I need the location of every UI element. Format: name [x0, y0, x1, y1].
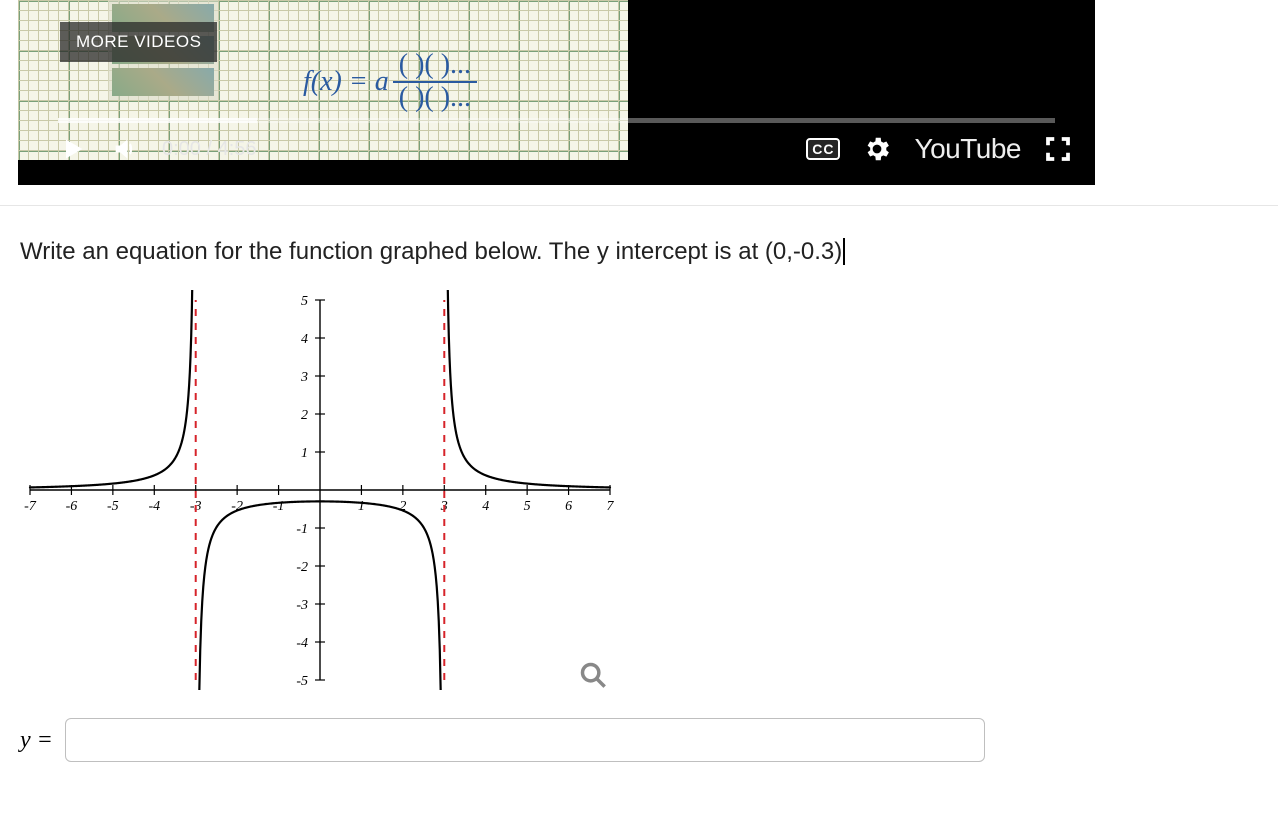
time-total: 4:56	[218, 138, 257, 160]
video-scrubber-loaded	[58, 118, 257, 123]
text-cursor	[842, 238, 845, 265]
play-button[interactable]	[58, 134, 88, 164]
magnify-icon	[579, 661, 607, 689]
time-sep: /	[207, 138, 218, 160]
question-text-content: Write an equation for the function graph…	[20, 238, 842, 265]
svg-text:1: 1	[358, 499, 365, 514]
formula-numerator: ( )( )...	[393, 50, 477, 83]
captions-button[interactable]: CC	[806, 138, 840, 160]
video-controls: 0:00 / 4:56 CC YouTube	[58, 131, 1073, 167]
formula-denominator: ( )( )...	[393, 83, 477, 114]
more-videos-button[interactable]: MORE VIDEOS	[60, 22, 217, 62]
answer-row: y =	[0, 690, 1278, 762]
zoom-button[interactable]	[574, 656, 612, 694]
formula-prefix: f(x) = a	[303, 66, 389, 98]
question-text: Write an equation for the function graph…	[20, 238, 1258, 266]
more-videos-label: MORE VIDEOS	[76, 32, 201, 51]
svg-text:2: 2	[301, 408, 308, 423]
question-section: Write an equation for the function graph…	[0, 206, 1278, 690]
svg-text:3: 3	[300, 370, 308, 385]
svg-text:5: 5	[301, 294, 308, 309]
video-player[interactable]: f(x) = a ( )( )... ( )( )... MORE VIDEOS…	[18, 0, 1095, 185]
time-current: 0:00	[162, 138, 201, 160]
svg-text:5: 5	[524, 499, 531, 514]
svg-text:-4: -4	[296, 636, 308, 651]
svg-text:-5: -5	[107, 499, 119, 514]
fullscreen-button[interactable]	[1043, 134, 1073, 164]
svg-text:-1: -1	[296, 522, 308, 537]
svg-text:-1: -1	[273, 499, 285, 514]
youtube-logo-link[interactable]: YouTube	[914, 133, 1021, 165]
svg-text:-4: -4	[148, 499, 160, 514]
logo-you: You	[914, 133, 960, 164]
gear-icon	[862, 134, 892, 164]
video-scrubber[interactable]	[58, 118, 1055, 123]
svg-text:1: 1	[301, 446, 308, 461]
svg-text:4: 4	[482, 499, 489, 514]
settings-button[interactable]	[862, 134, 892, 164]
svg-text:-6: -6	[66, 499, 78, 514]
svg-text:-3: -3	[296, 598, 308, 613]
fullscreen-icon	[1043, 134, 1073, 164]
function-graph: -7-6-5-4-3-2-11234567-5-4-3-2-112345	[20, 290, 620, 690]
video-time: 0:00 / 4:56	[162, 138, 257, 161]
svg-text:-2: -2	[296, 560, 308, 575]
graph-svg: -7-6-5-4-3-2-11234567-5-4-3-2-112345	[20, 290, 620, 690]
answer-input[interactable]	[65, 718, 985, 762]
svg-text:4: 4	[301, 332, 308, 347]
logo-tube: Tube	[960, 133, 1021, 164]
cc-label: CC	[812, 141, 834, 157]
svg-text:-7: -7	[24, 499, 37, 514]
video-formula: f(x) = a ( )( )... ( )( )...	[303, 50, 477, 114]
formula-fraction: ( )( )... ( )( )...	[393, 50, 477, 114]
volume-icon	[111, 135, 139, 163]
svg-text:7: 7	[607, 499, 615, 514]
svg-text:6: 6	[565, 499, 572, 514]
volume-button[interactable]	[110, 134, 140, 164]
play-icon	[59, 135, 87, 163]
svg-text:-5: -5	[296, 674, 308, 689]
answer-label: y =	[20, 727, 53, 754]
video-thumb	[112, 68, 214, 96]
